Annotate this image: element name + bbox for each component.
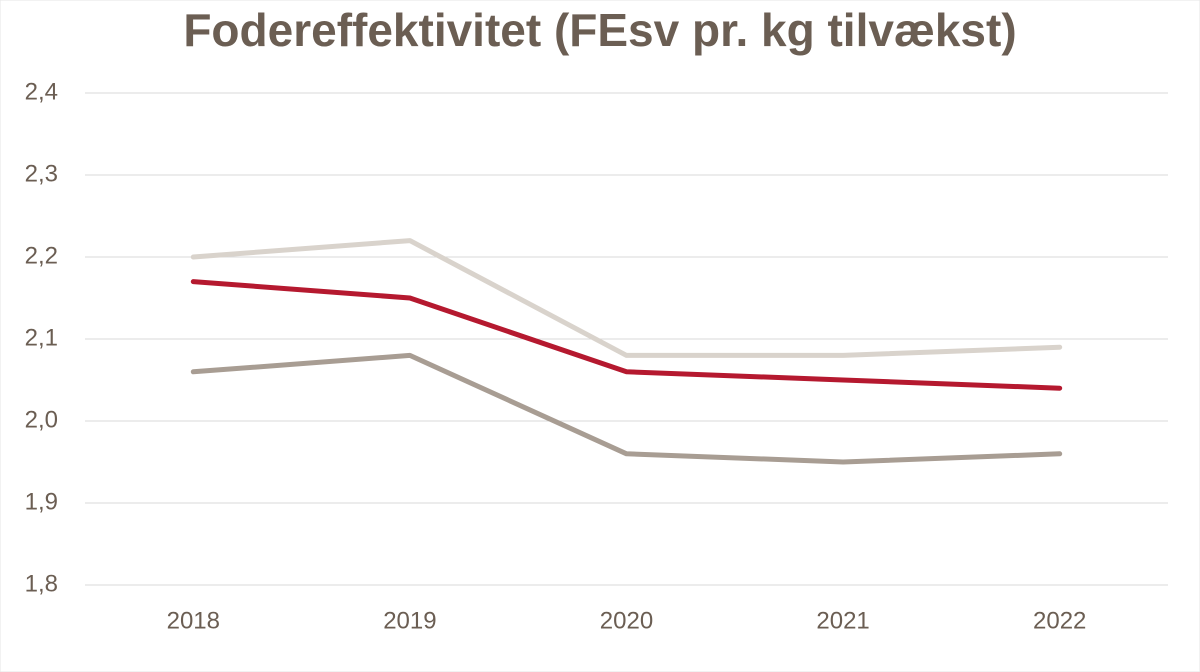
x-tick-label: 2019 [383,607,436,634]
x-tick-label: 2021 [816,607,869,634]
y-tick-label: 2,2 [25,242,58,269]
y-tick-label: 1,8 [25,570,58,597]
x-tick-label: 2022 [1033,607,1086,634]
series-line [190,238,1063,358]
y-tick-label: 1,9 [25,488,58,515]
y-tick-label: 2,0 [25,406,58,433]
x-tick-label: 2020 [600,607,653,634]
series-line [190,352,1063,465]
chart-title: Fodereffektivitet (FEsv pr. kg tilvækst) [183,4,1016,56]
x-tick-label: 2018 [167,607,220,634]
series-line [190,279,1063,391]
y-tick-label: 2,3 [25,160,58,187]
y-tick-label: 2,1 [25,324,58,351]
y-tick-label: 2,4 [25,78,58,105]
